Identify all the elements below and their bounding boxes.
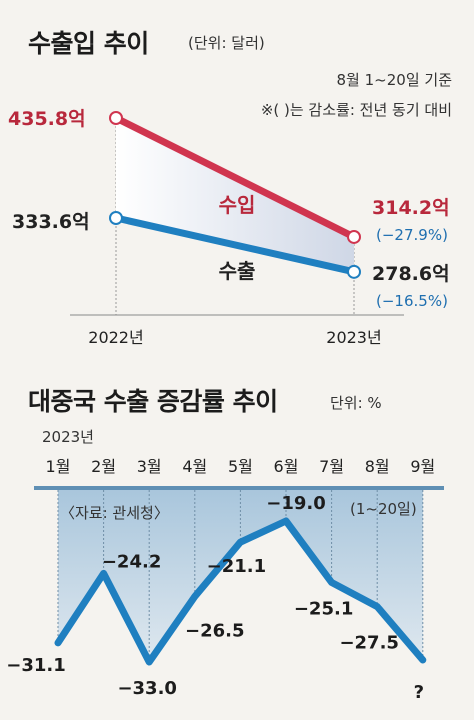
export-point-2023 [347,264,361,279]
top-chart-unit: (단위: 달러) [188,34,265,52]
source-note: 〈자료: 관세청〉 [60,504,169,522]
data-value-label: −19.0 [266,493,326,514]
period-note: (1~20일) [350,500,417,518]
top-gap-fill [116,118,354,272]
data-value-label: −21.1 [207,556,267,577]
top-chart-basis-note: 8월 1~20일 기준 [336,71,452,89]
import-series-line [112,114,358,241]
month-tick-label: 3월 [137,457,162,476]
bottom-chart-title: 대중국 수출 증감률 추이 [28,387,278,416]
month-tick-label: 1월 [46,457,71,476]
import-change-2023: (−27.9%) [376,226,448,244]
export-growth-line [54,517,427,666]
import-series-name: 수입 [219,193,256,217]
data-value-label: −26.5 [185,621,245,642]
top-chart-title: 수출입 추이 [28,29,149,58]
import-label-2022: 435.8억 [8,108,86,130]
export-label-2022: 333.6억 [12,211,90,233]
month-tick-label: 9월 [410,457,435,476]
top-x-tick-2023: 2023년 [326,328,381,347]
top-chart-change-note: ※( )는 감소률: 전년 동기 대비 [260,101,452,119]
import-point-2022 [109,111,123,125]
data-value-label: −24.2 [102,551,162,572]
month-tick-label: 8월 [365,457,390,476]
data-value-label: ? [414,682,424,703]
month-tick-label: 5월 [228,457,253,476]
import-point-2023 [347,229,361,244]
month-tick-label: 6월 [274,457,299,476]
bottom-chart-year: 2023년 [42,428,94,446]
export-point-2022 [109,211,123,225]
export-series-name: 수출 [219,259,256,283]
month-tick-label: 4월 [182,457,207,476]
data-value-label: −31.1 [6,655,66,676]
top-line-chart: 435.8억 333.6억 수입 수출 314.2억 (−27.9%) 278.… [8,108,450,347]
data-value-label: −33.0 [117,678,177,699]
import-label-2023: 314.2억 [372,197,450,219]
export-change-2023: (−16.5%) [376,292,448,310]
bottom-chart-unit: 단위: % [330,394,382,412]
month-tick-label: 7월 [319,457,344,476]
data-value-label: −25.1 [294,598,354,619]
bottom-top-band [34,486,444,490]
top-x-tick-2022: 2022년 [88,328,143,347]
month-tick-label: 2월 [91,457,116,476]
export-label-2023: 278.6억 [372,263,450,285]
bottom-area-chart: 1월 2월 3월 4월 5월 6월 7월 8월 9월 −31.1 −24.2 −33.0 −26.5 −… [6,457,444,703]
export-series-line [112,214,358,276]
data-value-label: −27.5 [339,633,399,654]
